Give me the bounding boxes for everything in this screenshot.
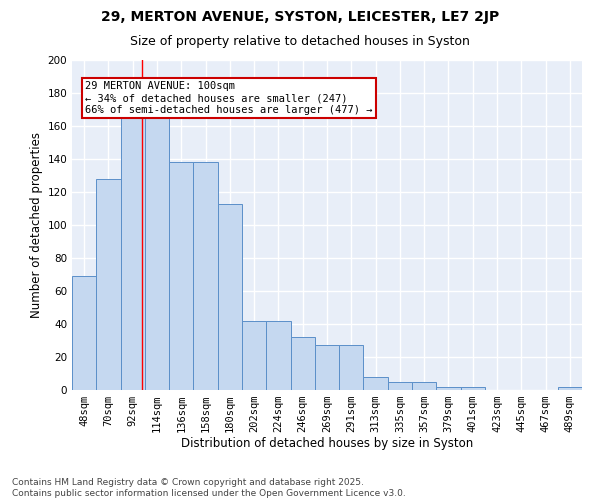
Bar <box>96 179 121 390</box>
Bar <box>364 377 388 390</box>
Text: 29 MERTON AVENUE: 100sqm
← 34% of detached houses are smaller (247)
66% of semi-: 29 MERTON AVENUE: 100sqm ← 34% of detach… <box>85 82 373 114</box>
Bar <box>266 320 290 390</box>
Text: Contains HM Land Registry data © Crown copyright and database right 2025.
Contai: Contains HM Land Registry data © Crown c… <box>12 478 406 498</box>
Bar <box>169 162 193 390</box>
Bar <box>218 204 242 390</box>
Text: Size of property relative to detached houses in Syston: Size of property relative to detached ho… <box>130 35 470 48</box>
Bar <box>315 346 339 390</box>
Bar <box>388 382 412 390</box>
Bar <box>290 337 315 390</box>
Bar <box>242 320 266 390</box>
X-axis label: Distribution of detached houses by size in Syston: Distribution of detached houses by size … <box>181 436 473 450</box>
Bar <box>436 386 461 390</box>
Bar <box>412 382 436 390</box>
Y-axis label: Number of detached properties: Number of detached properties <box>30 132 43 318</box>
Bar <box>121 118 145 390</box>
Bar <box>558 386 582 390</box>
Bar <box>145 118 169 390</box>
Text: 29, MERTON AVENUE, SYSTON, LEICESTER, LE7 2JP: 29, MERTON AVENUE, SYSTON, LEICESTER, LE… <box>101 10 499 24</box>
Bar <box>72 276 96 390</box>
Bar <box>461 386 485 390</box>
Bar <box>339 346 364 390</box>
Bar <box>193 162 218 390</box>
